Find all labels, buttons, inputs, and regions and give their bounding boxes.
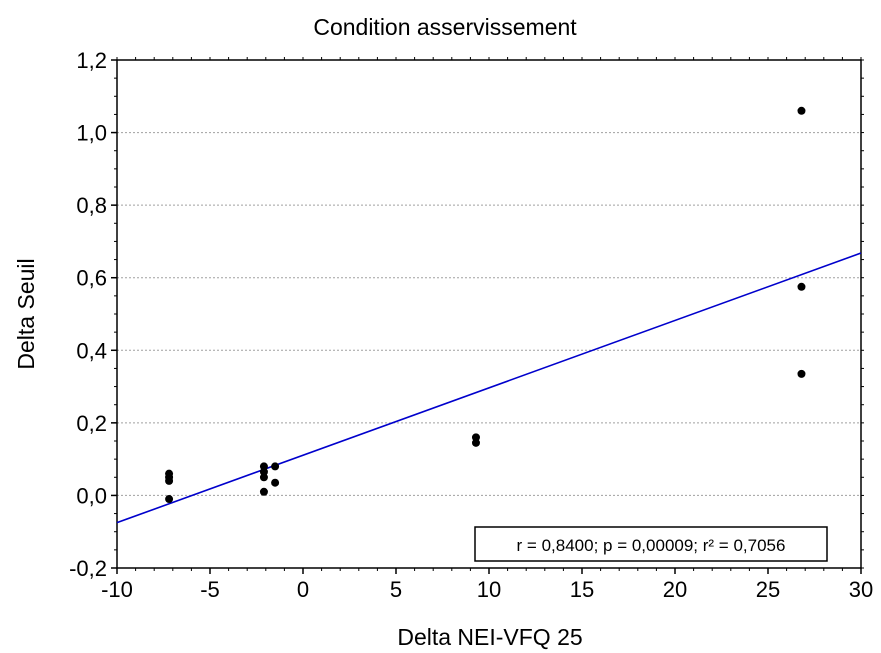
x-tick-label: 30 — [849, 577, 873, 602]
plot-frame — [116, 59, 862, 569]
data-point — [797, 106, 806, 115]
data-point — [797, 282, 806, 291]
stat-annotation: r = 0,8400; p = 0,00009; r² = 0,7056 — [517, 536, 786, 555]
y-tick-label: 0,0 — [76, 483, 107, 508]
regression-line — [116, 252, 862, 524]
y-tick-label: 1,0 — [76, 121, 107, 146]
x-tick-label: 25 — [756, 577, 780, 602]
data-point — [259, 487, 268, 496]
y-tick-label: 0,6 — [76, 266, 107, 291]
axis-ticks — [111, 57, 864, 574]
data-point — [271, 478, 280, 487]
gridlines — [117, 132, 861, 496]
x-tick-label: 5 — [390, 577, 402, 602]
data-point — [797, 369, 806, 378]
data-point — [471, 438, 480, 447]
y-tick-label: 0,8 — [76, 193, 107, 218]
y-tick-label: -0,2 — [69, 556, 107, 581]
stat-box-frame — [474, 526, 828, 562]
data-point — [165, 476, 174, 485]
x-tick-label: 10 — [477, 577, 501, 602]
x-tick-label: 0 — [297, 577, 309, 602]
x-tick-label: 15 — [570, 577, 594, 602]
x-tick-labels: -10 -5 0 5 10 15 20 25 30 — [101, 577, 873, 602]
y-tick-label: 0,4 — [76, 338, 107, 363]
y-axis-title: Delta Seuil — [13, 258, 39, 369]
x-tick-label: -10 — [101, 577, 133, 602]
y-tick-label: 0,2 — [76, 411, 107, 436]
x-axis-title: Delta NEI-VFQ 25 — [397, 624, 582, 650]
y-tick-labels: -0,2 0,0 0,2 0,4 0,6 0,8 1,0 1,2 — [69, 48, 107, 581]
data-point — [259, 473, 268, 482]
data-points — [165, 106, 806, 504]
data-point — [271, 462, 280, 471]
x-tick-label: 20 — [663, 577, 687, 602]
data-point — [165, 495, 174, 504]
y-tick-label: 1,2 — [76, 48, 107, 73]
stat-box: r = 0,8400; p = 0,00009; r² = 0,7056 — [474, 526, 828, 562]
chart-title: Condition asservissement — [313, 14, 577, 40]
x-tick-label: -5 — [200, 577, 220, 602]
